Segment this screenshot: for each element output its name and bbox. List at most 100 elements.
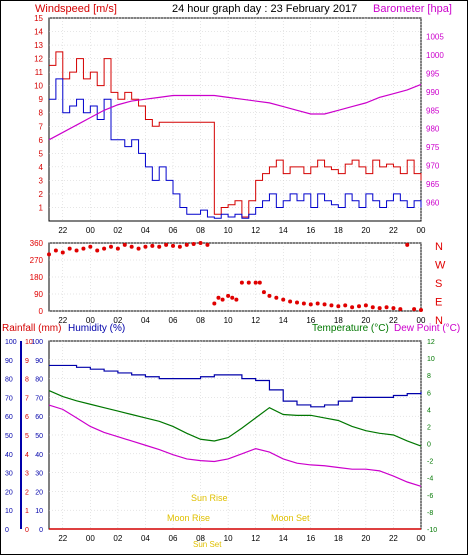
time-tick-label: 18 xyxy=(334,226,343,235)
time-tick-label: 14 xyxy=(279,316,288,325)
direction-tick-label: 180 xyxy=(30,273,44,282)
humidity-tick-label-inner: 90 xyxy=(35,358,43,365)
barometer-line xyxy=(48,83,422,141)
wind-direction-point xyxy=(191,241,196,246)
wind-direction-point xyxy=(212,301,217,306)
wind-direction-point xyxy=(274,295,279,300)
wind-direction-point xyxy=(177,244,182,249)
rainfall-axis-label: Rainfall (mm) xyxy=(2,323,61,334)
time-tick-label: 04 xyxy=(141,226,150,235)
wind-direction-point xyxy=(281,297,286,302)
temperature-tick-label: 12 xyxy=(427,339,435,346)
wind-direction-point xyxy=(357,304,361,309)
windspeed-tick-label: 12 xyxy=(34,55,43,64)
humidity-tick-label: 60 xyxy=(5,414,13,421)
rainfall-tick-label: 5 xyxy=(25,433,29,440)
compass-label: N xyxy=(435,315,443,327)
windspeed-tick-label: 10 xyxy=(34,82,43,91)
windspeed-tick-label: 14 xyxy=(34,28,43,37)
rainfall-tick-label: 4 xyxy=(25,452,29,459)
time-tick-label: 20 xyxy=(361,534,370,543)
wind-direction-point xyxy=(136,246,141,251)
rainfall-tick-label: 1 xyxy=(25,508,29,515)
temperature-tick-label: -10 xyxy=(427,527,437,534)
compass-label: E xyxy=(435,297,442,309)
time-tick-label: 22 xyxy=(389,226,398,235)
time-tick-label: 10 xyxy=(224,316,233,325)
temperature-tick-label: 10 xyxy=(427,356,435,363)
dew-point-axis-label: Dew Point (°C) xyxy=(394,323,460,334)
compass-label: N xyxy=(435,241,443,253)
wind-direction-point xyxy=(391,306,396,311)
humidity-tick-label: 100 xyxy=(5,339,17,346)
humidity-tick-label-inner: 30 xyxy=(35,471,43,478)
rainfall-tick-label: 7 xyxy=(25,395,29,402)
chart-title: 24 hour graph day : 23 February 2017 xyxy=(172,3,357,15)
time-tick-label: 00 xyxy=(417,316,426,325)
average-wind-line xyxy=(49,78,422,219)
wind-direction-point xyxy=(184,242,189,247)
wind-direction-point xyxy=(322,302,327,307)
wind-direction-point xyxy=(329,303,334,308)
rainfall-tick-label: 9 xyxy=(25,358,29,365)
wind-direction-point xyxy=(81,246,86,251)
barometer-tick-label: 990 xyxy=(426,88,440,97)
windspeed-tick-label: 3 xyxy=(39,176,44,185)
wind-direction-point xyxy=(53,248,58,253)
wind-direction-point xyxy=(377,306,382,311)
time-tick-label: 00 xyxy=(86,226,95,235)
plot-axes: 1234567891011121314159609659709759809859… xyxy=(5,14,446,543)
time-tick-label: 20 xyxy=(361,316,370,325)
time-tick-label: 16 xyxy=(306,534,315,543)
wind-direction-point xyxy=(115,246,120,251)
wind-direction-point xyxy=(308,302,313,307)
temperature-tick-label: -4 xyxy=(427,476,433,483)
wind-direction-point xyxy=(295,300,299,305)
temperature-tick-label: 0 xyxy=(427,442,431,449)
time-tick-label: 06 xyxy=(169,534,178,543)
windspeed-tick-label: 13 xyxy=(34,41,43,50)
time-tick-label: 22 xyxy=(389,316,398,325)
humidity-tick-label: 20 xyxy=(5,489,13,496)
windspeed-line xyxy=(49,51,422,218)
temperature-axis-label: Temperature (°C) xyxy=(312,323,389,334)
plot-series xyxy=(47,51,423,530)
wind-direction-point xyxy=(301,301,306,306)
barometer-tick-label: 980 xyxy=(426,125,440,134)
temperature-tick-label: 2 xyxy=(427,424,431,431)
barometer-tick-label: 960 xyxy=(426,199,440,208)
barometer-tick-label: 995 xyxy=(426,69,440,78)
time-tick-label: 12 xyxy=(251,534,260,543)
temperature-tick-label: 6 xyxy=(427,390,431,397)
barometer-tick-label: 965 xyxy=(426,180,440,189)
humidity-tick-label-inner: 10 xyxy=(35,508,43,515)
time-tick-label: 12 xyxy=(251,316,260,325)
barometer-axis-label: Barometer [hpa] xyxy=(373,3,452,15)
wind-direction-point xyxy=(419,308,423,313)
time-tick-label: 02 xyxy=(113,226,122,235)
wind-direction-point xyxy=(384,305,389,310)
rainfall-tick-label: 2 xyxy=(25,489,29,496)
compass-label: S xyxy=(435,278,442,290)
wind-direction-point xyxy=(74,248,79,253)
humidity-tick-label-inner: 70 xyxy=(35,395,43,402)
humidity-tick-label-inner: 20 xyxy=(35,489,43,496)
time-tick-label: 04 xyxy=(141,316,150,325)
plot-grids xyxy=(49,17,422,530)
time-tick-label: 20 xyxy=(361,226,370,235)
wind-direction-point xyxy=(350,305,355,310)
wind-direction-point xyxy=(129,244,134,249)
time-tick-label: 08 xyxy=(196,226,205,235)
wind-direction-point xyxy=(234,297,239,302)
humidity-tick-label: 30 xyxy=(5,471,13,478)
windspeed-axis-label: Windspeed [m/s] xyxy=(35,3,117,15)
sun-set-label: Sun Set xyxy=(193,540,222,549)
wind-direction-point xyxy=(198,241,203,245)
humidity-tick-label: 70 xyxy=(5,395,13,402)
barometer-tick-label: 1000 xyxy=(426,51,444,60)
humidity-line xyxy=(49,364,422,408)
wind-direction-point xyxy=(143,244,148,249)
temperature-tick-label: -8 xyxy=(427,510,433,517)
windspeed-tick-label: 2 xyxy=(39,190,44,199)
humidity-tick-label: 10 xyxy=(5,508,13,515)
